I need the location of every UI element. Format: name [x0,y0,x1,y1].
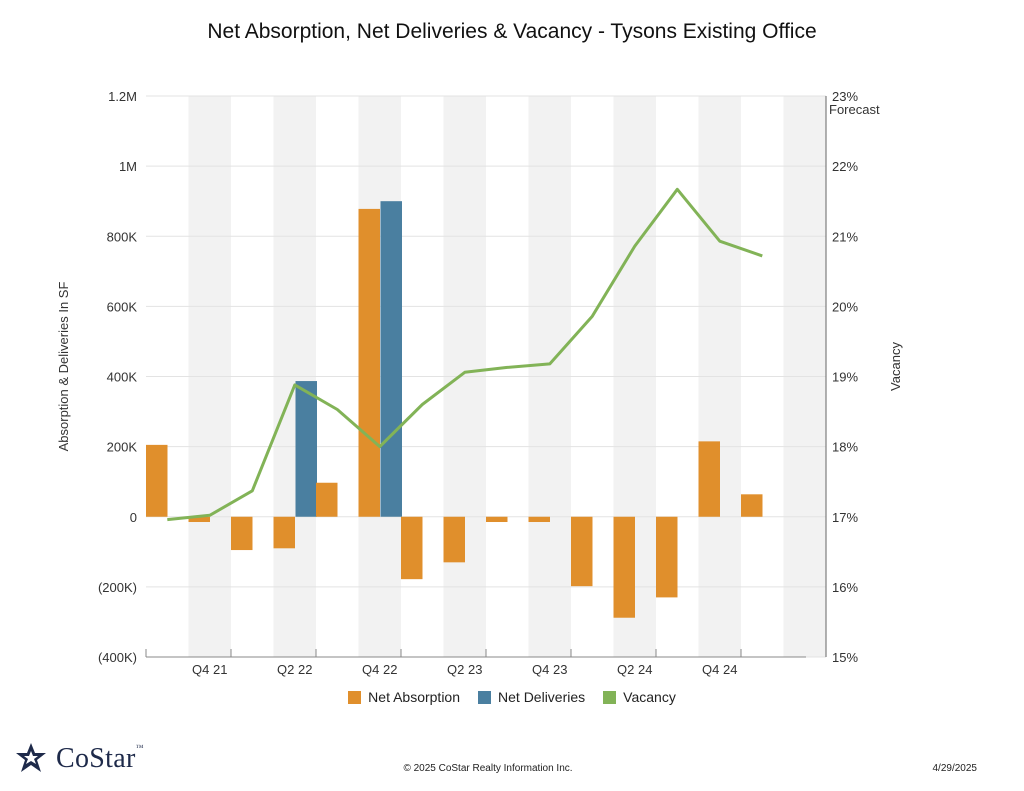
bar-net-absorption-Q2-23 [486,516,508,523]
bar-net-absorption-Q4-23 [571,516,593,587]
y-tick-label: 1.2M [108,89,137,104]
y-tick-label: 800K [107,229,138,244]
y-axis-title: Absorption & Deliveries In SF [56,282,71,452]
x-tick-label: Q4 22 [362,662,397,677]
y2-axis-title: Vacancy [888,342,903,391]
bar-net-absorption-Q2-21 [146,444,168,517]
logo-trademark: ™ [135,743,144,752]
bar-net-absorption-Q3-22 [358,208,380,517]
bar-net-absorption-Q3-21 [188,516,210,523]
legend-item-net-absorption[interactable]: Net Absorption [348,689,460,705]
bar-net-absorption-Q1-24 [613,516,635,618]
y2-tick-label: 21% [832,229,858,244]
forecast-label: Forecast [829,102,880,117]
x-tick-label: Q4 24 [702,662,737,677]
legend-swatch-vacancy [603,690,617,704]
logo-text: CoStar™ [56,743,144,775]
y-tick-label: (200K) [98,580,137,595]
y-tick-label: 200K [107,440,138,455]
y2-tick-label: 16% [832,580,858,595]
y-tick-label: 400K [107,370,138,385]
y2-tick-label: 18% [832,440,858,455]
costar-star-icon [16,743,46,772]
y2-tick-label: 22% [832,159,858,174]
bar-net-absorption-Q4-24 [741,494,763,517]
x-tick-label: Q2 23 [447,662,482,677]
copyright-text: © 2025 CoStar Realty Information Inc. [403,763,573,774]
vacancy-line-layer [167,187,763,522]
legend-item-vacancy[interactable]: Vacancy [603,689,676,705]
legend-label-vacancy: Vacancy [623,689,676,705]
legend-item-net-deliveries[interactable]: Net Deliveries [478,689,585,705]
axes [145,96,827,658]
tick-labels: 1.2M 1M 800K 600K 400K 200K 0 (200K) (400K) 23% 22… [56,89,903,677]
vacancy-line [167,187,763,522]
legend-swatch-net-deliveries [478,690,492,704]
bar-net-absorption-Q4-21 [231,516,253,551]
legend: Net Absorption Net Deliveries Vacancy [0,689,1024,705]
y-tick-label: 1M [119,159,137,174]
report-date: 4/29/2025 [932,763,978,774]
x-tick-label: Q4 23 [532,662,567,677]
y-tick-label: 0 [130,510,137,525]
legend-label-net-deliveries: Net Deliveries [498,689,586,705]
bar-net-absorption-Q4-22 [401,516,423,580]
y-tick-label: 600K [107,299,138,314]
logo-wordmark: CoStar [56,743,136,774]
bar-net-deliveries-Q3-22 [380,201,402,517]
bar-net-absorption-Q2-22 [316,482,338,517]
x-tick-label: Q2 24 [617,662,652,677]
legend-label-net-absorption: Net Absorption [368,689,461,705]
bars [146,201,763,618]
bar-net-deliveries-Q1-22 [295,381,317,517]
y2-tick-label: 15% [832,650,858,665]
y2-tick-label: 17% [832,510,858,525]
x-tick-label: Q4 21 [192,662,227,677]
y2-tick-label: 23% [832,89,858,104]
y2-tick-label: 19% [832,370,858,385]
bar-net-absorption-Q3-24 [698,441,720,517]
chart-title: Net Absorption, Net Deliveries & Vacancy… [207,20,817,43]
bar-net-absorption-Q1-22 [273,516,295,549]
y-tick-label: (400K) [98,650,137,665]
bar-net-absorption-Q3-23 [528,516,550,523]
bar-net-absorption-Q2-24 [656,516,678,598]
legend-swatch-net-absorption [348,690,362,704]
costar-logo: CoStar™ [14,742,144,776]
y2-tick-label: 20% [832,299,858,314]
x-tick-label: Q2 22 [277,662,312,677]
bar-net-absorption-Q1-23 [443,516,465,563]
